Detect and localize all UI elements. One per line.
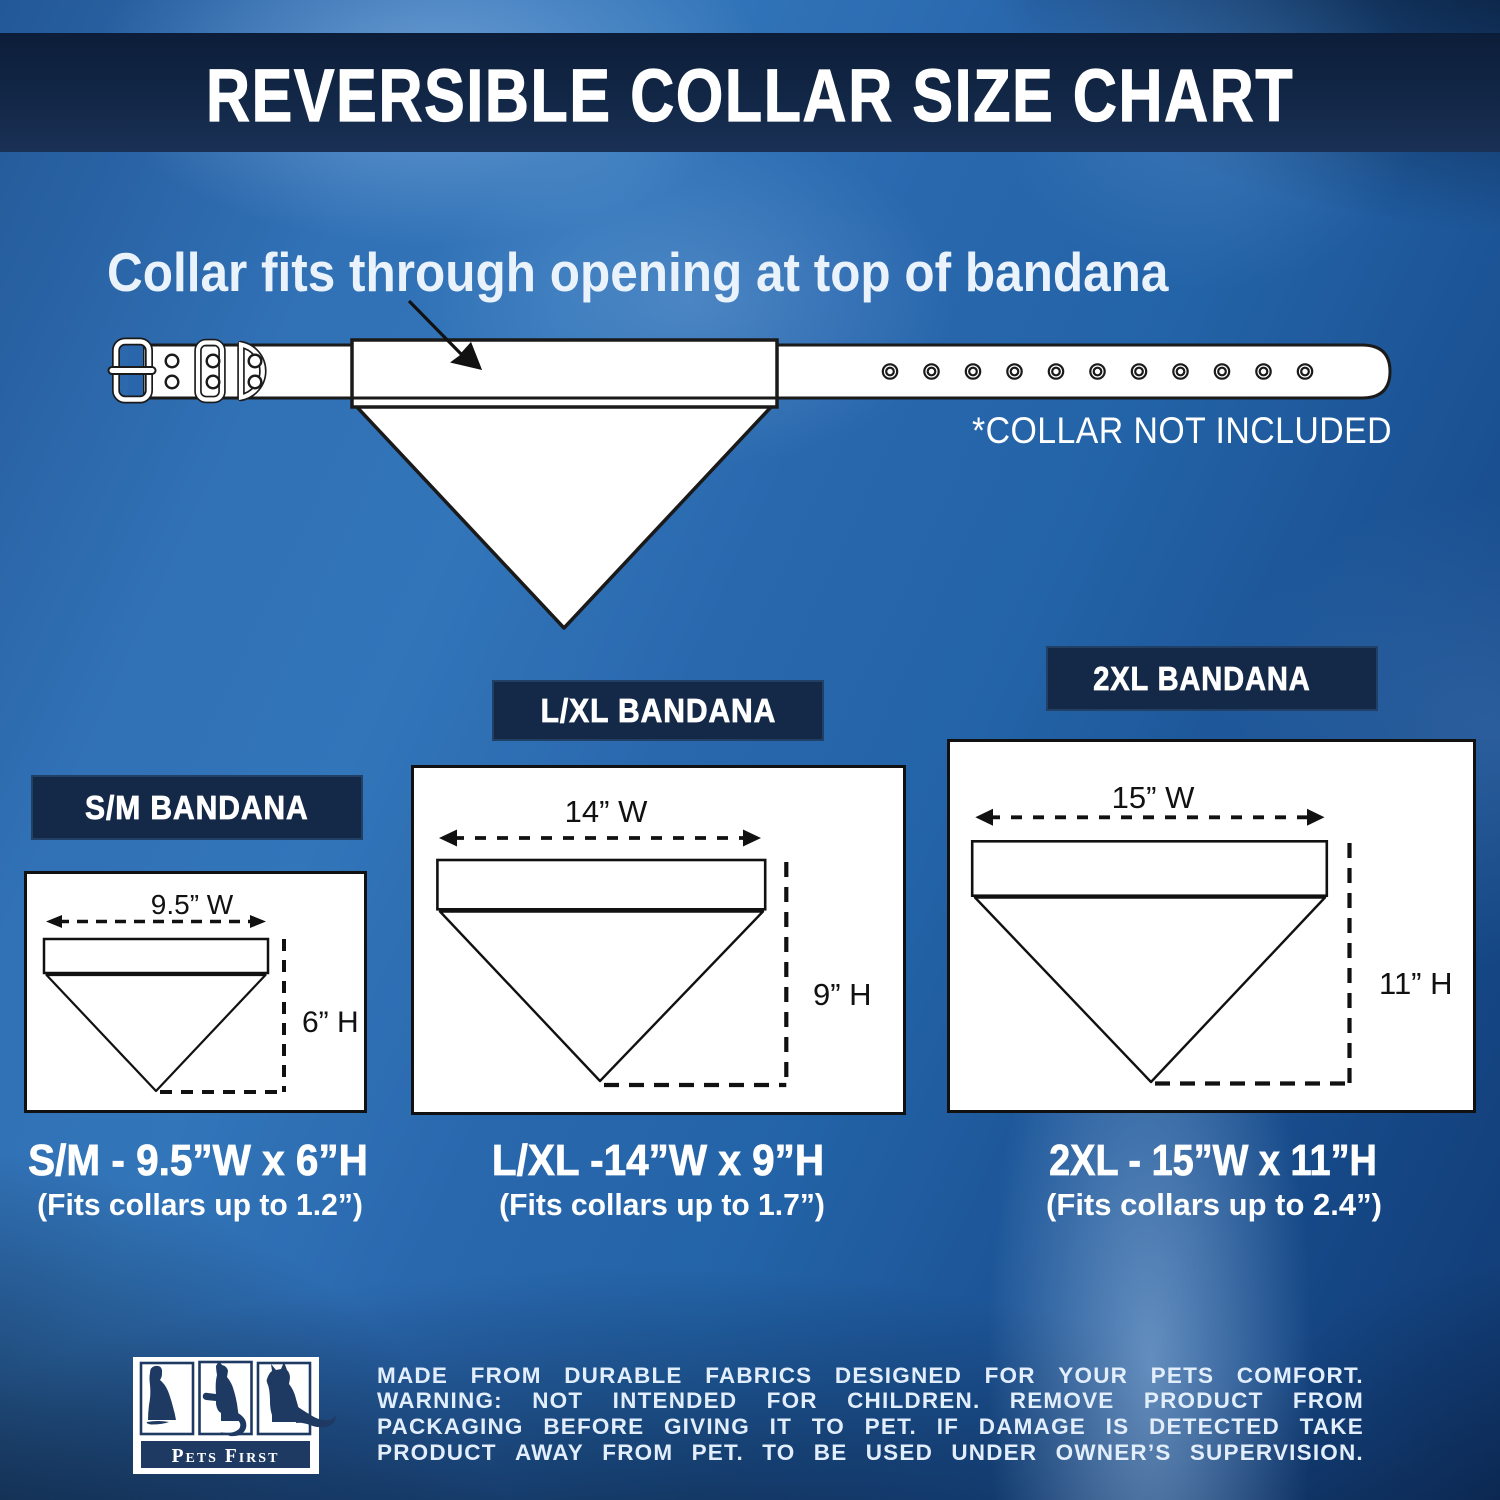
svg-text:11” H: 11” H <box>1379 966 1453 1001</box>
svg-text:6” H: 6” H <box>302 1006 359 1039</box>
svg-text:14” W: 14” W <box>565 794 648 829</box>
svg-text:9.5” W: 9.5” W <box>151 889 234 920</box>
svg-text:Pets First: Pets First <box>172 1446 280 1467</box>
svg-text:15” W: 15” W <box>1112 780 1195 815</box>
svg-text:9” H: 9” H <box>813 977 872 1012</box>
